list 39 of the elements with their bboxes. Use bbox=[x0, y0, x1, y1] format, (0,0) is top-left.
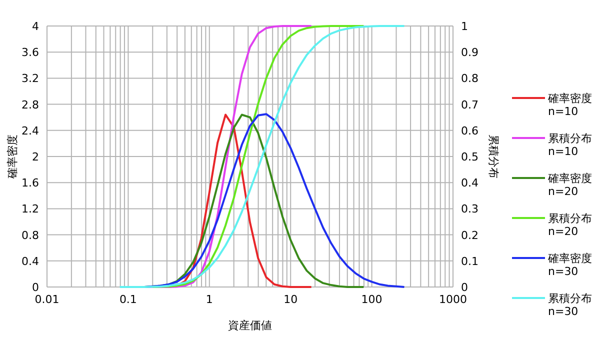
y2-tick-label: 1 bbox=[461, 20, 468, 33]
y-tick-label: 2.4 bbox=[22, 124, 39, 138]
legend-label: 累積分布 n=30 bbox=[548, 292, 592, 318]
y-tick-label: 0 bbox=[32, 281, 39, 294]
y2-tick-label: 0.4 bbox=[461, 176, 478, 190]
y-tick-label: 3.2 bbox=[22, 72, 39, 86]
y2-tick-label: 0.1 bbox=[461, 254, 478, 268]
x-tick-label: 1000 bbox=[439, 293, 467, 306]
legend-label: 確率密度 n=20 bbox=[547, 172, 592, 198]
y-tick-label: 0.4 bbox=[22, 254, 39, 268]
x-axis-title: 資産価値 bbox=[228, 319, 272, 332]
x-tick-label: 0.1 bbox=[119, 293, 137, 306]
y2-tick-label: 0.9 bbox=[461, 46, 478, 60]
y2-tick-label: 0.5 bbox=[461, 150, 478, 164]
line-series bbox=[118, 25, 406, 288]
y-axis-title: 確率密度 bbox=[6, 134, 19, 180]
y-tick-label: 1.2 bbox=[22, 202, 39, 216]
y-tick-label: 3.6 bbox=[22, 46, 39, 60]
legend-label: 確率密度 n=10 bbox=[547, 92, 592, 118]
x-tick-label: 0.01 bbox=[34, 293, 60, 306]
y2-tick-label: 0.2 bbox=[461, 228, 478, 242]
x-tick-label: 10 bbox=[284, 293, 298, 306]
y2-tick-label: 0.3 bbox=[461, 202, 478, 216]
y-tick-label: 2 bbox=[32, 150, 39, 164]
y-tick-label: 0.8 bbox=[22, 228, 39, 242]
y2-axis-title: 累積分布 bbox=[487, 134, 500, 178]
y-tick-label: 4 bbox=[32, 20, 39, 33]
legend-label: 確率密度 n=30 bbox=[547, 252, 592, 278]
x-tick-label: 100 bbox=[361, 293, 382, 306]
legend-label: 累積分布 n=10 bbox=[548, 132, 592, 158]
y-tick-label: 2.8 bbox=[22, 98, 39, 112]
y2-tick-label: 0 bbox=[461, 281, 468, 294]
y-tick-label: 1.6 bbox=[22, 176, 39, 190]
y2-tick-label: 0.6 bbox=[461, 124, 478, 138]
line-series bbox=[152, 25, 365, 288]
x-tick-label: 1 bbox=[206, 293, 213, 306]
y2-tick-label: 0.8 bbox=[461, 72, 478, 86]
y2-tick-label: 0.7 bbox=[461, 98, 478, 112]
legend-label: 累積分布 n=20 bbox=[548, 212, 592, 238]
